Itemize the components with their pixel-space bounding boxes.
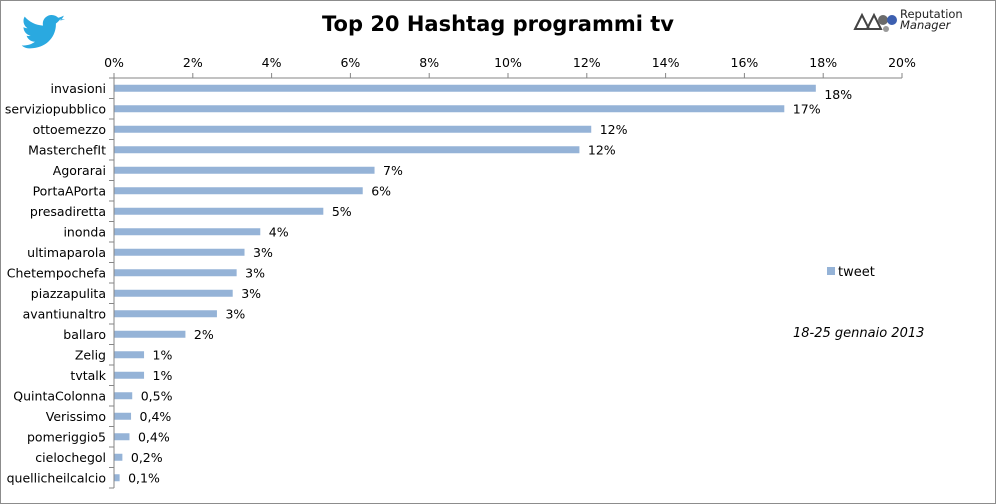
data-label: 0,4%	[138, 429, 170, 444]
x-tick-label: 18%	[809, 55, 837, 70]
data-label: 18%	[824, 87, 852, 102]
category-label: QuintaColonna	[13, 388, 106, 403]
bar	[114, 84, 816, 92]
category-label: Verissimo	[46, 409, 106, 424]
bar	[114, 187, 363, 195]
data-label: 0,1%	[128, 470, 160, 485]
reputation-manager-logo-icon	[853, 12, 897, 32]
x-tick-label: 2%	[183, 55, 203, 70]
bar	[114, 166, 375, 174]
legend-label: tweet	[838, 265, 875, 280]
category-label: ballaro	[63, 327, 106, 342]
category-label: avantiunaltro	[23, 306, 106, 321]
category-label: MasterchefIt	[28, 142, 106, 157]
brand-line-1: Reputation	[900, 7, 963, 21]
date-annotation: 18-25 gennaio 2013	[793, 326, 925, 341]
bar	[114, 105, 785, 113]
bar	[114, 453, 123, 461]
bar	[114, 433, 130, 441]
data-label: 4%	[269, 224, 289, 239]
data-label: 3%	[225, 306, 245, 321]
x-tick-label: 10%	[494, 55, 522, 70]
data-label: 0,5%	[141, 388, 173, 403]
data-label: 0,2%	[131, 450, 163, 465]
bar	[114, 474, 120, 482]
data-label: 12%	[600, 122, 628, 137]
data-label: 7%	[383, 163, 403, 178]
x-tick-label: 8%	[419, 55, 439, 70]
category-label: Agorarai	[53, 163, 106, 178]
category-label: presadiretta	[30, 204, 106, 219]
x-tick-label: 12%	[573, 55, 601, 70]
category-label: pomeriggio5	[27, 429, 106, 444]
x-tick-label: 6%	[340, 55, 360, 70]
category-label: tvtalk	[70, 368, 106, 383]
data-label: 6%	[371, 183, 391, 198]
category-label: Chetempochefa	[7, 265, 106, 280]
category-label: PortaAPorta	[33, 183, 106, 198]
data-label: 1%	[153, 347, 173, 362]
category-label: invasioni	[51, 81, 106, 96]
bar	[114, 392, 133, 400]
category-label: Zelig	[75, 347, 106, 362]
category-label: ottoemezzo	[33, 122, 106, 137]
x-tick-label: 0%	[104, 55, 124, 70]
bar	[114, 351, 145, 359]
data-label: 3%	[241, 286, 261, 301]
bar	[114, 310, 217, 318]
bar	[114, 371, 145, 379]
bar	[114, 207, 324, 215]
category-label: serviziopubblico	[5, 101, 106, 116]
data-label: 1%	[153, 368, 173, 383]
brand-line-2: Manager	[900, 18, 951, 32]
category-label: cielochegol	[35, 450, 106, 465]
data-label: 0,4%	[140, 409, 172, 424]
chart-title: Top 20 Hashtag programmi tv	[322, 12, 674, 36]
data-label: 17%	[793, 101, 821, 116]
category-label: piazzapulita	[31, 286, 106, 301]
bar	[114, 228, 261, 236]
data-label: 3%	[253, 245, 273, 260]
bar	[114, 125, 592, 133]
bar	[114, 269, 237, 277]
x-tick-label: 20%	[888, 55, 916, 70]
data-label: 2%	[194, 327, 214, 342]
bar	[114, 330, 186, 338]
category-label: quellicheilcalcio	[7, 470, 106, 485]
x-tick-label: 14%	[652, 55, 680, 70]
data-label: 5%	[332, 204, 352, 219]
legend: tweet	[827, 265, 875, 280]
legend-swatch	[827, 267, 835, 275]
bar	[114, 412, 132, 420]
category-label: ultimaparola	[27, 245, 106, 260]
brand-text: Reputation Manager	[900, 7, 963, 32]
reputation-manager-logo: Reputation Manager	[852, 8, 992, 36]
bar	[114, 289, 233, 297]
data-label: 3%	[245, 265, 265, 280]
x-tick-label: 16%	[731, 55, 759, 70]
bar	[114, 146, 580, 154]
twitter-bird-icon	[21, 15, 65, 49]
category-label: inonda	[63, 224, 106, 239]
x-tick-label: 4%	[262, 55, 282, 70]
bar	[114, 248, 245, 256]
data-label: 12%	[588, 142, 616, 157]
